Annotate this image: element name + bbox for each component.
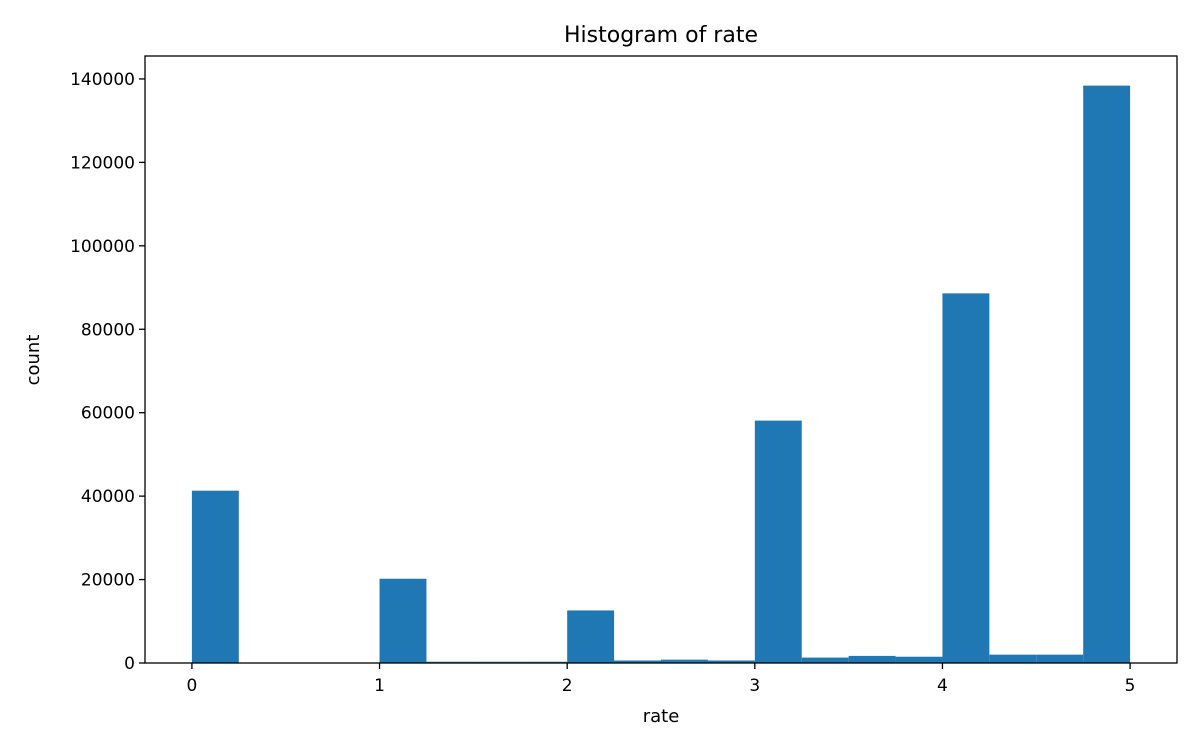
y-axis-label: count xyxy=(23,335,44,386)
histogram-bar-15 xyxy=(895,656,943,663)
x-tick-label: 1 xyxy=(374,676,385,696)
x-axis-label: rate xyxy=(643,706,680,727)
x-axis-ticks: 0 1 2 3 4 5 xyxy=(186,663,1136,696)
x-tick-label: 0 xyxy=(186,676,197,696)
histogram-bar-18 xyxy=(1036,654,1084,663)
histogram-bar-17 xyxy=(989,654,1037,663)
y-axis-ticks: 0 20000 40000 60000 80000 100000 120000 140000 xyxy=(70,70,145,674)
y-tick-label: 100000 xyxy=(70,237,135,257)
y-tick-label: 20000 xyxy=(81,571,135,591)
x-tick-label: 4 xyxy=(937,676,948,696)
histogram-bar-12 xyxy=(754,420,802,663)
y-tick-label: 120000 xyxy=(70,153,135,173)
histogram-bar-19 xyxy=(1083,85,1131,663)
bars-group xyxy=(191,85,1131,663)
histogram-bar-9 xyxy=(614,660,661,663)
chart-title: Histogram of rate xyxy=(564,23,758,48)
y-tick-label: 0 xyxy=(124,654,135,674)
histogram-bar-14 xyxy=(848,655,896,663)
plot-frame xyxy=(144,55,1178,664)
y-tick-label: 80000 xyxy=(81,320,135,340)
y-tick-label: 60000 xyxy=(81,404,135,424)
x-tick-label: 3 xyxy=(749,676,760,696)
histogram-bar-11 xyxy=(707,660,755,663)
y-tick-label: 40000 xyxy=(81,487,135,507)
histogram-bar-0 xyxy=(191,490,239,663)
histogram-bar-4 xyxy=(379,578,427,663)
histogram-bar-16 xyxy=(942,293,990,663)
y-tick-label: 140000 xyxy=(70,70,135,90)
x-tick-label: 2 xyxy=(562,676,573,696)
x-tick-label: 5 xyxy=(1125,676,1136,696)
histogram-bar-10 xyxy=(661,659,708,663)
histogram-bar-8 xyxy=(567,610,615,663)
histogram-bar-13 xyxy=(801,657,849,663)
